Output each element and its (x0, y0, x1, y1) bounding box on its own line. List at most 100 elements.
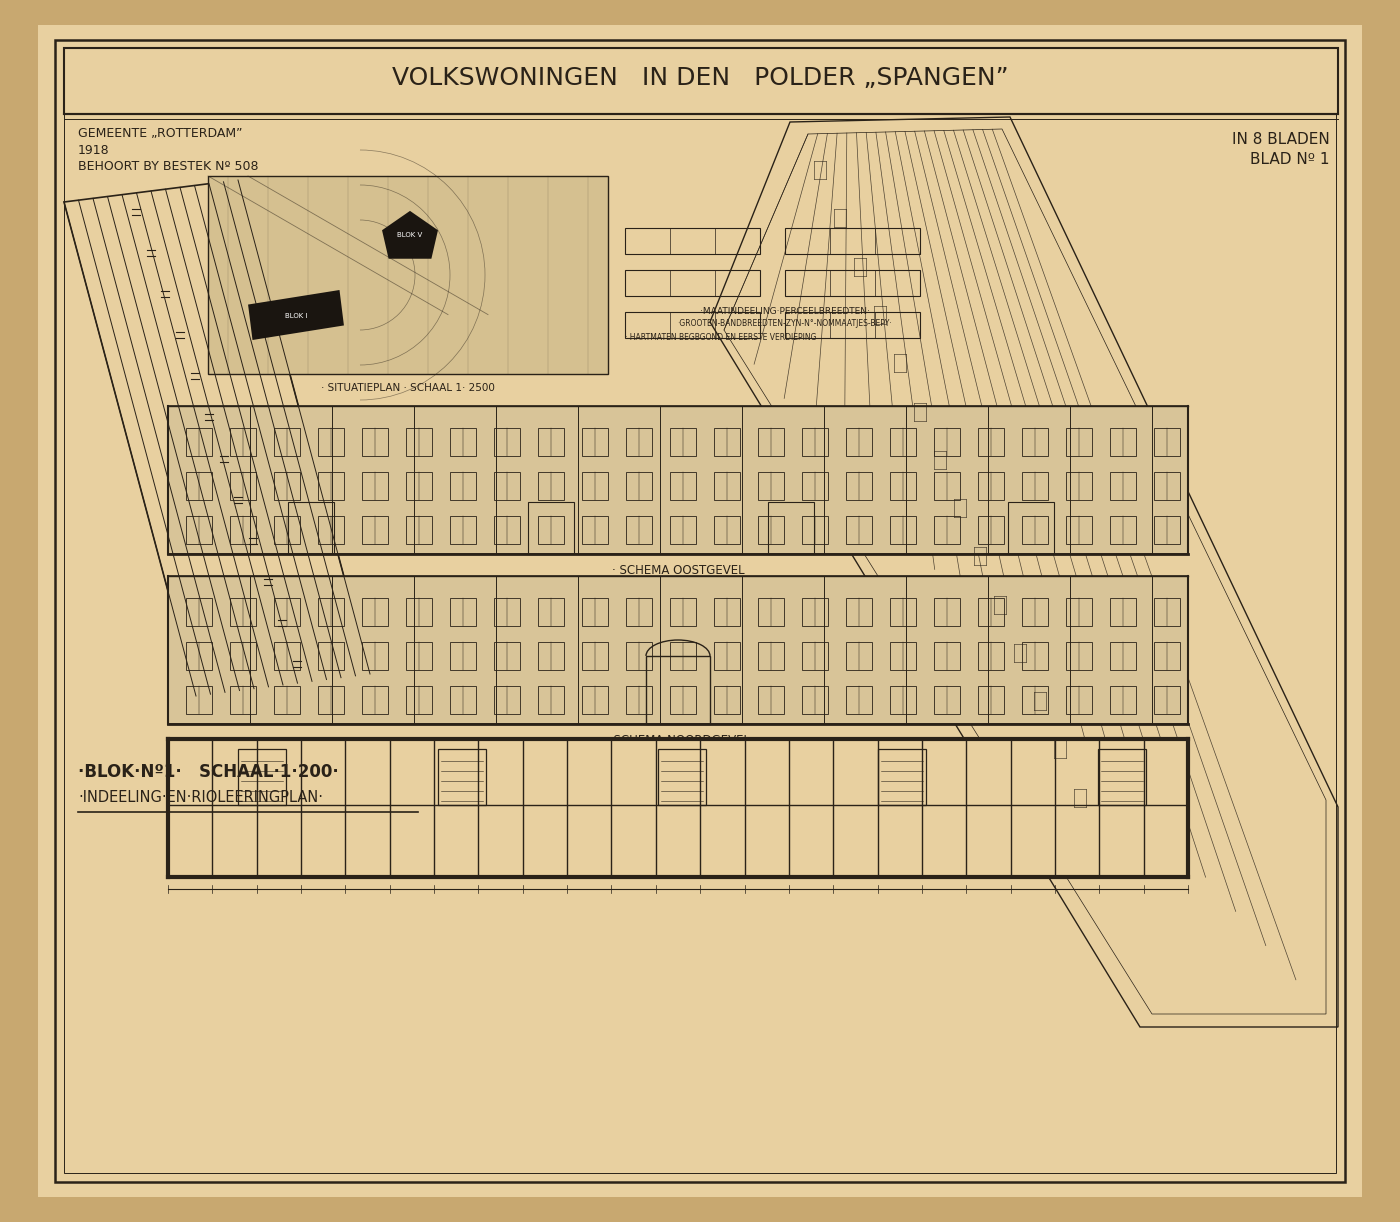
Bar (230, 598, 256, 626)
Bar (538, 472, 564, 500)
Bar (934, 472, 960, 500)
Text: BLAD Nº 1: BLAD Nº 1 (1250, 153, 1330, 167)
Bar (671, 428, 696, 456)
Bar (363, 516, 388, 544)
Bar (671, 516, 696, 544)
Text: ·GROOTEN-BANDBREEDTEN-ZYN-N°-NOMMAATJES-BEPY·: ·GROOTEN-BANDBREEDTEN-ZYN-N°-NOMMAATJES-… (678, 319, 892, 329)
Bar (1065, 472, 1092, 500)
Bar (934, 642, 960, 670)
Bar (626, 428, 652, 456)
Bar (494, 428, 519, 456)
Bar (1154, 598, 1180, 626)
Text: · HARTMATEN BEGBGOND EN EERSTE VERDIEPING: · HARTMATEN BEGBGOND EN EERSTE VERDIEPIN… (624, 334, 816, 342)
Bar (1154, 642, 1180, 670)
Bar (1022, 516, 1049, 544)
Bar (538, 642, 564, 670)
Bar (168, 576, 1189, 723)
Bar (1110, 516, 1135, 544)
Polygon shape (251, 292, 342, 338)
Bar (406, 642, 433, 670)
Bar (1110, 598, 1135, 626)
Bar (785, 229, 920, 254)
Bar (64, 48, 1338, 114)
Bar (1110, 428, 1135, 456)
Bar (538, 686, 564, 714)
Bar (406, 472, 433, 500)
Bar (626, 642, 652, 670)
Bar (1022, 598, 1049, 626)
Bar (846, 472, 872, 500)
Bar (449, 686, 476, 714)
Bar (363, 642, 388, 670)
Bar (785, 312, 920, 338)
Bar (318, 428, 344, 456)
Bar (1154, 686, 1180, 714)
Text: · SCHEMA NOORDGEVEL: · SCHEMA NOORDGEVEL (606, 733, 750, 747)
Bar (1065, 686, 1092, 714)
Bar (274, 472, 300, 500)
Bar (1065, 516, 1092, 544)
Bar (802, 686, 827, 714)
Bar (406, 686, 433, 714)
Bar (186, 516, 211, 544)
Bar (449, 428, 476, 456)
Bar (1110, 686, 1135, 714)
Bar (714, 516, 741, 544)
Bar (714, 642, 741, 670)
Bar (802, 598, 827, 626)
Bar (890, 686, 916, 714)
Bar (438, 749, 486, 805)
Bar (449, 516, 476, 544)
Bar (890, 598, 916, 626)
Text: ·BLOK·Nº1·   SCHAAL·1·200·: ·BLOK·Nº1· SCHAAL·1·200· (78, 763, 339, 781)
Bar (494, 516, 519, 544)
Bar (802, 642, 827, 670)
Bar (802, 516, 827, 544)
Bar (494, 686, 519, 714)
Bar (624, 312, 760, 338)
Bar (624, 229, 760, 254)
Bar (1008, 502, 1054, 554)
Bar (582, 686, 608, 714)
Bar (626, 598, 652, 626)
Bar (363, 472, 388, 500)
Text: ·MAATINDEELING·PERCEELBREEDTEN·: ·MAATINDEELING·PERCEELBREEDTEN· (700, 308, 869, 316)
Bar (274, 642, 300, 670)
Bar (186, 472, 211, 500)
Bar (934, 428, 960, 456)
Bar (449, 598, 476, 626)
Bar (785, 270, 920, 296)
Bar (714, 472, 741, 500)
Bar (934, 516, 960, 544)
Bar (582, 428, 608, 456)
Bar (890, 516, 916, 544)
Bar (769, 502, 813, 554)
Bar (714, 428, 741, 456)
Bar (878, 749, 925, 805)
Bar (934, 686, 960, 714)
Bar (846, 516, 872, 544)
Bar (406, 516, 433, 544)
Polygon shape (64, 180, 370, 697)
Bar (1065, 598, 1092, 626)
Bar (230, 428, 256, 456)
Bar (238, 749, 286, 805)
Text: BLOK V: BLOK V (398, 232, 423, 238)
Bar (645, 656, 710, 723)
Bar (230, 642, 256, 670)
Bar (979, 428, 1004, 456)
Bar (494, 598, 519, 626)
Bar (406, 598, 433, 626)
Bar (288, 502, 335, 554)
Bar (449, 472, 476, 500)
Bar (979, 686, 1004, 714)
Bar (318, 642, 344, 670)
Bar (1154, 472, 1180, 500)
Bar (714, 686, 741, 714)
Text: BLOK I: BLOK I (284, 313, 307, 319)
Bar (846, 686, 872, 714)
Bar (318, 686, 344, 714)
Bar (582, 598, 608, 626)
Bar (1154, 428, 1180, 456)
Bar (449, 642, 476, 670)
